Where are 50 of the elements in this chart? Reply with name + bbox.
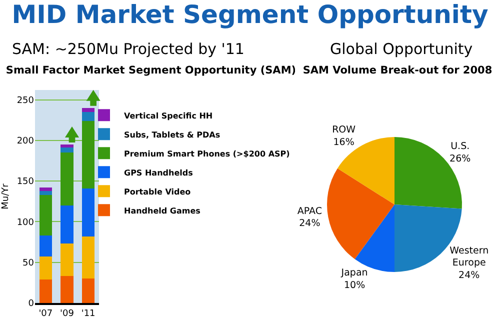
y-tick-label: 200 xyxy=(16,136,34,147)
bar xyxy=(39,188,52,191)
legend-label: Premium Smart Phones (>$200 ASP) xyxy=(124,149,290,158)
bar xyxy=(39,256,52,280)
data-label: 10% xyxy=(344,280,366,291)
bar xyxy=(60,205,74,244)
bar xyxy=(39,236,52,257)
legend-label: GPS Handhelds xyxy=(124,168,194,178)
legend-label: Vertical Specific HH xyxy=(124,111,213,120)
bar xyxy=(39,190,52,195)
legend-label: Handheld Games xyxy=(124,206,201,216)
slice-label: Japan xyxy=(340,268,368,279)
y-tick-label: 0 xyxy=(28,299,34,310)
bar xyxy=(82,112,95,121)
legend-label: Portable Video xyxy=(124,187,192,196)
text: SAM: ~250Mu Projected by '11 xyxy=(12,40,244,58)
slice-label: APAC xyxy=(297,206,322,217)
bar xyxy=(82,120,95,188)
x-tick-label: '07 xyxy=(38,308,53,319)
y-tick-label: 50 xyxy=(22,258,34,268)
chart-title: SAM Volume Break-out for 2008 xyxy=(302,64,492,76)
bar xyxy=(60,148,74,153)
y-tick-label: 250 xyxy=(16,96,34,106)
bar xyxy=(82,188,95,236)
x-tick-label: '11 xyxy=(81,308,96,319)
bar xyxy=(82,278,95,303)
bar xyxy=(60,144,74,148)
bar xyxy=(39,194,52,236)
bar xyxy=(60,244,74,276)
bar xyxy=(82,108,95,112)
y-axis-title: Mu/Yr xyxy=(1,183,12,210)
bar xyxy=(60,152,74,206)
y-tick-label: 150 xyxy=(16,177,34,188)
legend-label: Subs, Tablets & PDAs xyxy=(124,130,220,140)
data-label: 24% xyxy=(458,270,480,282)
y-tick-label: 100 xyxy=(16,218,34,228)
bar xyxy=(82,236,95,279)
data-label: 26% xyxy=(450,153,471,164)
slice-label: ROW xyxy=(332,124,356,136)
text: Small Factor Market Segment Opportunity (SAM) xyxy=(6,64,296,76)
x-tick-label: '09 xyxy=(60,308,74,319)
pie-slice xyxy=(327,168,394,260)
text: MID Market Segment Opportunity xyxy=(10,0,490,29)
bar xyxy=(60,276,74,303)
data-label: 24% xyxy=(299,218,320,230)
text: Global Opportunity xyxy=(330,40,473,58)
slice-label: Western Europe xyxy=(450,245,489,269)
bar xyxy=(39,279,52,303)
data-label: 16% xyxy=(333,137,354,148)
slice-label: U.S. xyxy=(450,141,470,152)
